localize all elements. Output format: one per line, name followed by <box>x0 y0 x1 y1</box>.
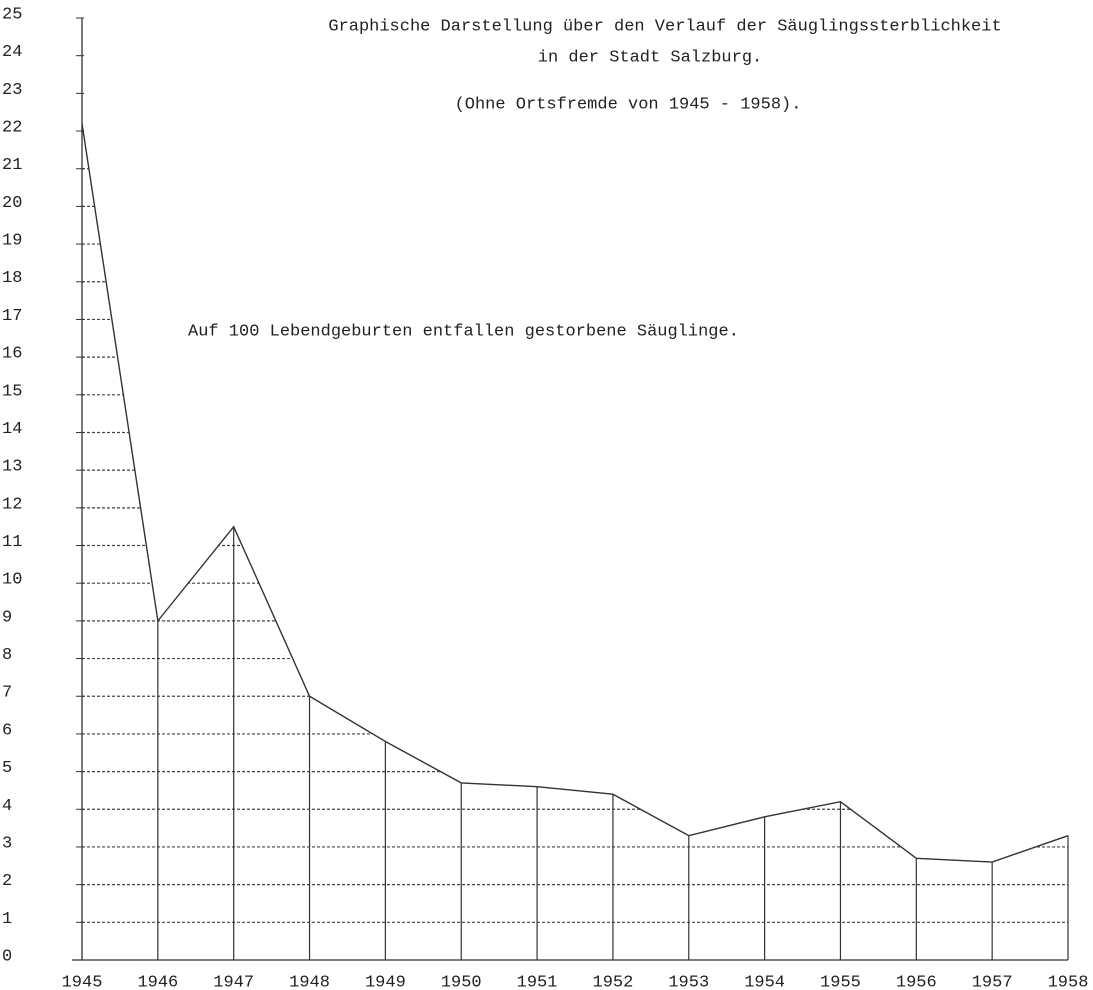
y-tick-label: 10 <box>2 571 22 590</box>
y-tick-label: 20 <box>2 194 22 213</box>
x-tick-label: 1951 <box>517 973 558 990</box>
chart-subtitle: in der Stadt Salzburg. <box>538 48 762 67</box>
y-tick-label: 12 <box>2 495 22 514</box>
x-tick-label: 1950 <box>441 973 482 990</box>
y-tick-label: 21 <box>2 156 22 175</box>
chart-title: Graphische Darstellung über den Verlauf … <box>328 17 1001 36</box>
y-tick-label: 24 <box>2 43 22 62</box>
x-tick-label: 1954 <box>744 973 785 990</box>
y-tick-label: 3 <box>2 834 12 853</box>
y-tick-label: 1 <box>2 910 12 929</box>
y-tick-label: 2 <box>2 872 12 891</box>
y-tick-label: 25 <box>2 5 22 24</box>
hatch-group <box>82 130 1068 923</box>
x-tick-label: 1952 <box>593 973 634 990</box>
x-tick-label: 1946 <box>137 973 178 990</box>
y-tick-label: 14 <box>2 420 22 439</box>
y-tick-label: 23 <box>2 81 22 100</box>
x-tick-label: 1948 <box>289 973 330 990</box>
y-tick-label: 8 <box>2 646 12 665</box>
y-tick-label: 5 <box>2 759 12 778</box>
x-tick-label: 1957 <box>972 973 1013 990</box>
y-tick-label: 6 <box>2 721 12 740</box>
x-tick-label: 1956 <box>896 973 937 990</box>
y-tick-label: 19 <box>2 232 22 251</box>
x-tick-label: 1945 <box>62 973 103 990</box>
y-tick-label: 7 <box>2 684 12 703</box>
y-tick-label: 16 <box>2 345 22 364</box>
y-tick-label: 11 <box>2 533 22 552</box>
line <box>81 123 1069 863</box>
x-tick-label: 1958 <box>1048 973 1089 990</box>
note: (Ohne Ortsfremde von 1945 - 1958). <box>455 95 802 114</box>
x-tick-label: 1947 <box>213 973 254 990</box>
y-tick-label: 9 <box>2 608 12 627</box>
y-tick-label: 15 <box>2 382 22 401</box>
x-tick-label: 1949 <box>365 973 406 990</box>
annotation: Auf 100 Lebendgeburten entfallen gestorb… <box>188 322 739 341</box>
x-tick-label: 1955 <box>820 973 861 990</box>
y-tick-label: 4 <box>2 797 12 816</box>
y-tick-label: 17 <box>2 307 22 326</box>
y-tick-label: 22 <box>2 119 22 138</box>
x-tick-label: 1953 <box>668 973 709 990</box>
y-tick-label: 13 <box>2 458 22 477</box>
y-tick-label: 18 <box>2 269 22 288</box>
y-tick-label: 0 <box>2 947 12 966</box>
